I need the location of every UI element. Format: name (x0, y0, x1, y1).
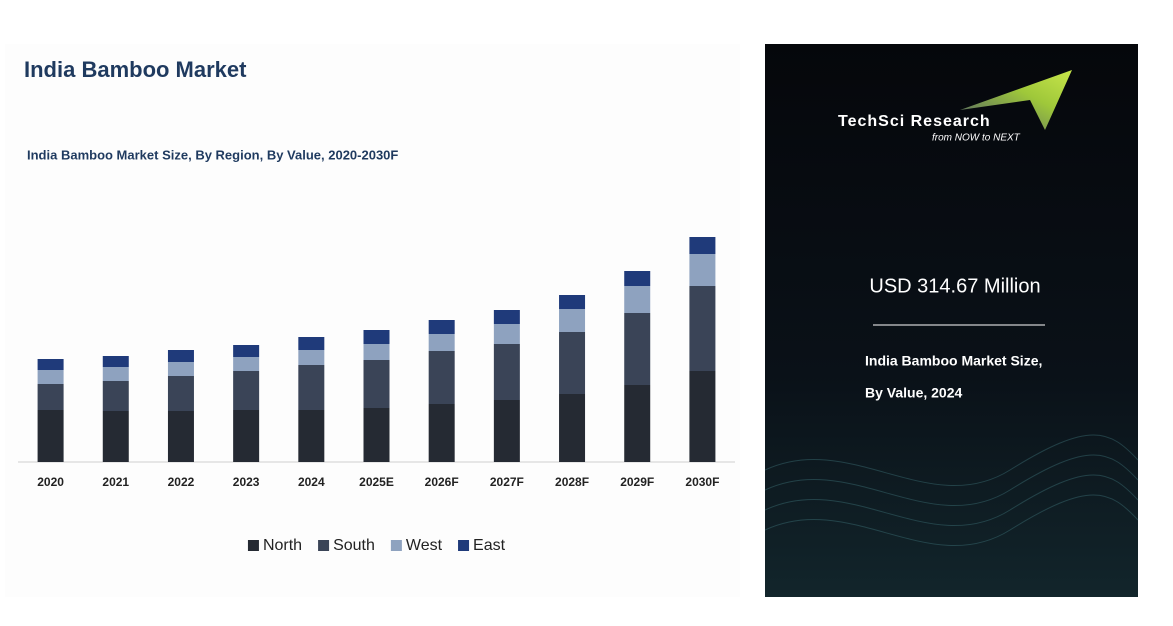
x-tick-label: 2021 (102, 475, 129, 489)
bar-segment (559, 309, 586, 332)
bar-segment (428, 351, 455, 404)
logo-tagline: from NOW to NEXT (932, 133, 1021, 144)
bar-segment (37, 370, 64, 384)
chart-subtitle: India Bamboo Market Size, By Region, By … (27, 147, 398, 162)
bar-segment (493, 324, 520, 344)
caption-line: By Value, 2024 (865, 385, 963, 401)
bar-segment (689, 254, 716, 286)
bar-segment (493, 310, 520, 324)
bar-segment (689, 286, 716, 371)
bar-segment (298, 365, 325, 410)
bar-segment (624, 385, 651, 462)
bar-segment (102, 356, 129, 367)
bar-segment (167, 376, 194, 411)
headline: USD 314.67 Million (869, 275, 1040, 297)
bar-segment (559, 394, 586, 462)
bar-segment (363, 344, 390, 360)
legend-swatch (390, 540, 402, 551)
bar-segment (298, 410, 325, 462)
bar-segment (363, 360, 390, 408)
caption-line: India Bamboo Market Size, (865, 353, 1042, 369)
bar-segment (493, 400, 520, 462)
x-tick-label: 2024 (298, 475, 325, 489)
bars: 2020 2021 2022 2023 2024 2025E 2026F 2027F 2028F… (37, 237, 719, 489)
bar-segment (167, 350, 194, 362)
bar-segment (298, 337, 325, 350)
bar-segment (37, 384, 64, 410)
bar-segment (298, 350, 325, 365)
info-panel (765, 44, 1138, 597)
bar-segment (363, 408, 390, 462)
bar-segment (233, 357, 260, 371)
x-tick-label: 2028F (555, 475, 589, 489)
x-tick-label: 2023 (233, 475, 260, 489)
chart-title: India Bamboo Market (24, 57, 247, 82)
bar-segment (559, 295, 586, 309)
bar-segment (102, 381, 129, 411)
x-tick-label: 2029F (620, 475, 654, 489)
x-tick-label: 2025E (359, 475, 394, 489)
bar-segment (363, 330, 390, 344)
legend-label: South (333, 537, 375, 554)
legend: North South West East (247, 537, 506, 554)
bar-segment (233, 345, 260, 357)
logo-name: TechSci Research (838, 113, 991, 130)
legend-label: North (263, 537, 302, 554)
bar-segment (428, 320, 455, 334)
legend-label: West (406, 537, 443, 554)
legend-swatch (318, 540, 330, 551)
bar-segment (559, 332, 586, 394)
bar-segment (689, 371, 716, 462)
bar-segment (233, 371, 260, 410)
x-tick-label: 2020 (37, 475, 64, 489)
logo-mark (960, 70, 1072, 130)
bar-segment (102, 411, 129, 462)
legend-swatch (247, 540, 259, 551)
bar-segment (102, 367, 129, 381)
chart-panel (5, 44, 740, 597)
x-tick-label: 2026F (425, 475, 459, 489)
bar-segment (37, 410, 64, 462)
legend-swatch (458, 540, 470, 551)
bar-segment (428, 334, 455, 351)
bar-segment (167, 362, 194, 376)
x-tick-label: 2030F (685, 475, 719, 489)
bar-segment (167, 411, 194, 462)
x-tick-label: 2022 (168, 475, 195, 489)
x-tick-label: 2027F (490, 475, 524, 489)
bar-segment (624, 313, 651, 385)
bar-segment (428, 404, 455, 462)
legend-label: East (473, 537, 506, 554)
bar-segment (689, 237, 716, 254)
bar-segment (624, 286, 651, 313)
bar-segment (624, 271, 651, 286)
bar-segment (493, 344, 520, 400)
bar-segment (37, 359, 64, 370)
wave-decoration (764, 434, 1139, 547)
bar-segment (233, 410, 260, 462)
